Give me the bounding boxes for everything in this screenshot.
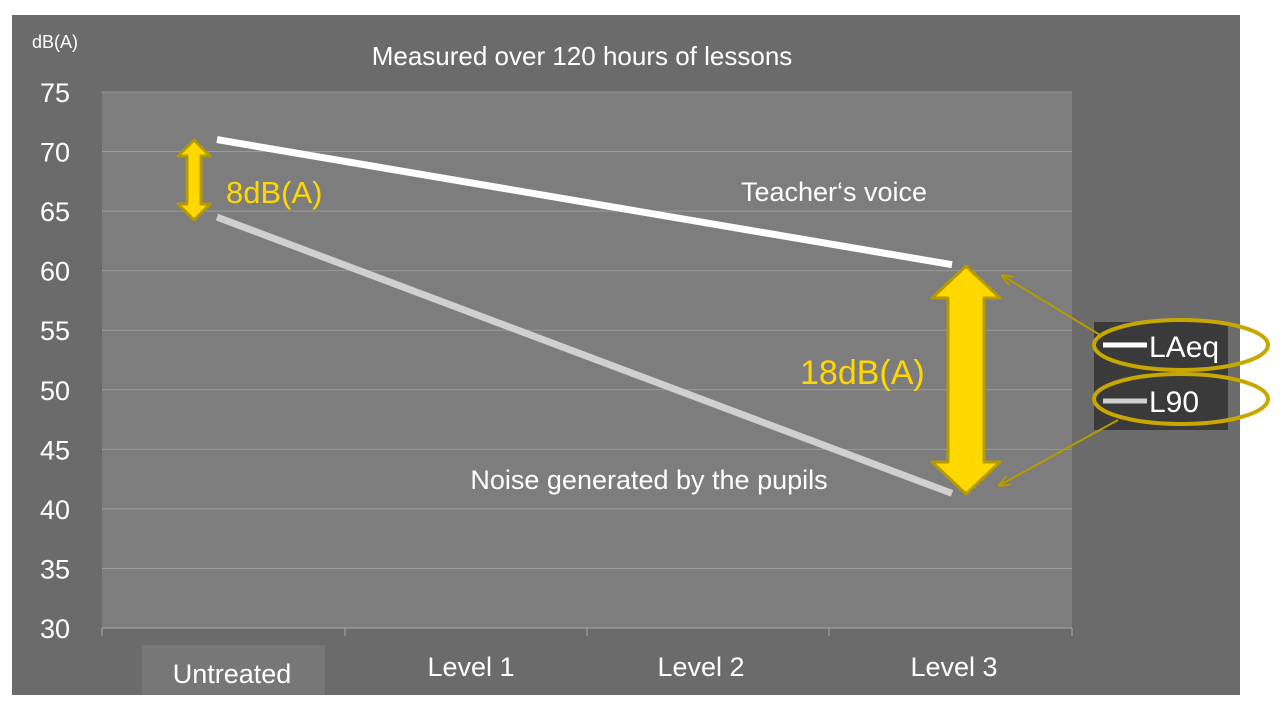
legend-label-laeq: LAeq xyxy=(1149,331,1219,364)
legend-highlight-l90 xyxy=(1092,372,1270,426)
y-tick-label-50: 50 xyxy=(40,376,70,406)
pointer-arrow-laeq xyxy=(1003,276,1101,336)
legend-label-l90: L90 xyxy=(1149,386,1199,419)
gap-arrow-untreated xyxy=(176,138,212,222)
x-tick-label-level-3: Level 3 xyxy=(910,652,997,682)
legend-item-l90: L90 xyxy=(1103,386,1199,419)
x-tick-label-level-2: Level 2 xyxy=(657,652,744,682)
y-tick-label-30: 30 xyxy=(40,614,70,644)
teacher-voice-annotation: Teacher‘s voice xyxy=(741,177,927,207)
y-tick-label-60: 60 xyxy=(40,257,70,287)
legend-highlight-laeq xyxy=(1092,318,1270,372)
series-line-laeq xyxy=(216,136,953,269)
gap-arrow-level3 xyxy=(930,264,1002,496)
y-tick-label-65: 65 xyxy=(40,197,70,227)
pupil-noise-annotation: Noise generated by the pupils xyxy=(470,465,827,495)
y-tick-label-70: 70 xyxy=(40,138,70,168)
y-tick-label-35: 35 xyxy=(40,554,70,584)
plot-area xyxy=(102,92,1072,628)
y-axis-unit-label: dB(A) xyxy=(32,32,78,52)
y-tick-label-40: 40 xyxy=(40,495,70,525)
pointer-arrow-l90 xyxy=(1000,419,1119,485)
y-tick-label-55: 55 xyxy=(40,316,70,346)
legend-item-laeq: LAeq xyxy=(1103,331,1219,364)
series-lines xyxy=(215,136,954,497)
gridlines xyxy=(102,91,1072,629)
y-tick-labels: 75 70 65 60 55 50 45 40 35 30 xyxy=(40,78,70,644)
gap-label-level3: 18dB(A) xyxy=(800,354,925,392)
x-tick-label-untreated: Untreated xyxy=(173,659,292,689)
gap-label-untreated: 8dB(A) xyxy=(226,175,322,210)
y-tick-label-45: 45 xyxy=(40,435,70,465)
y-tick-label-75: 75 xyxy=(40,78,70,108)
chart-title: Measured over 120 hours of lessons xyxy=(372,41,793,71)
untreated-label-background xyxy=(142,645,325,695)
x-tick-label-level-1: Level 1 xyxy=(427,652,514,682)
x-axis: Untreated Level 1 Level 2 Level 3 xyxy=(101,628,1073,689)
series-line-l90 xyxy=(215,213,954,497)
